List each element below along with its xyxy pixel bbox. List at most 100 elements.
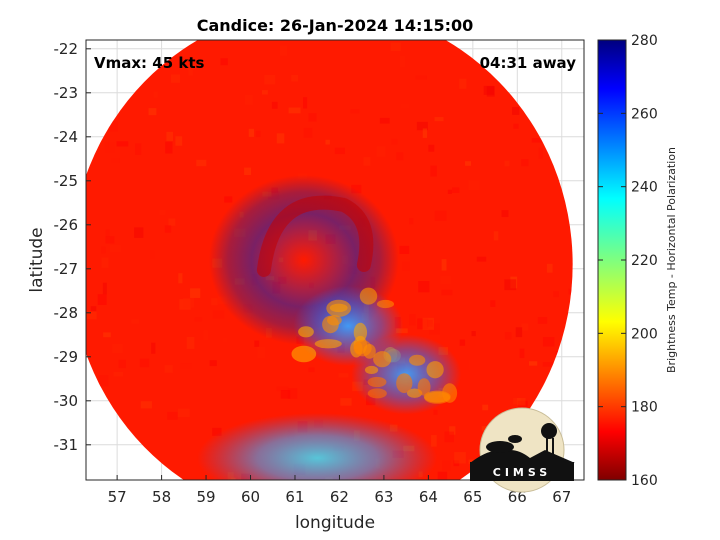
swath-pixel (430, 165, 437, 177)
logo-text: CIMSS (493, 466, 551, 479)
swath-pixel (422, 317, 434, 330)
swath-pixel (476, 256, 487, 262)
colorbar-tick-label: 180 (631, 400, 658, 416)
swath-pixel (390, 42, 401, 52)
swath-pixel (140, 401, 152, 409)
swath-pixel (451, 187, 460, 193)
x-tick-label: 64 (419, 488, 438, 506)
swath-pixel (116, 141, 129, 147)
swath-pixel (396, 152, 404, 161)
swath-pixel (465, 161, 472, 166)
colorbar-tick-label: 220 (631, 253, 658, 269)
time-away-label: 04:31 away (480, 54, 577, 72)
swath-pixel (400, 103, 410, 109)
x-tick-label: 61 (285, 488, 304, 506)
y-tick-label: -27 (54, 260, 79, 278)
swath-pixel (409, 314, 416, 326)
swath-pixel (391, 138, 398, 145)
swath-pixel (244, 167, 252, 176)
swath-pixel (416, 241, 424, 248)
swath-pixel (139, 358, 150, 368)
convective-cell (409, 354, 426, 366)
swath-pixel (434, 117, 444, 122)
swath-heatmap (86, 40, 573, 480)
swath-pixel (271, 101, 278, 109)
swath-pixel (402, 261, 410, 271)
convective-cell (396, 373, 413, 393)
swath-pixel (537, 317, 548, 324)
swath-pixel (538, 147, 543, 159)
swath-pixel (224, 196, 233, 203)
convective-cell (326, 299, 352, 317)
x-tick-label: 57 (108, 488, 127, 506)
colorbar: 160 180 200 220 240 260 280 Brightness Temp - … (597, 33, 678, 489)
swath-pixel (168, 218, 176, 226)
swath-pixel (211, 298, 218, 306)
swath-pixel (244, 94, 253, 105)
spiral-band (256, 195, 374, 277)
swath-pixel (178, 273, 183, 284)
x-tick-label: 59 (197, 488, 216, 506)
swath-pixel (441, 289, 453, 296)
x-tick-label: 66 (508, 488, 527, 506)
colorbar-tick-label: 280 (631, 33, 658, 49)
swath-pixel (521, 159, 529, 167)
swath-pixel (101, 257, 109, 268)
colorbar-label: Brightness Temp - Horizontal Polarizatio… (665, 147, 678, 373)
swath-pixel (97, 294, 107, 305)
convective-cell (291, 345, 317, 363)
swath-pixel (90, 306, 97, 312)
swath-pixel (453, 460, 460, 467)
swath-pixel (279, 45, 288, 56)
swath-pixel (288, 107, 301, 114)
swath-pixel (291, 74, 299, 82)
swath-pixel (434, 210, 447, 221)
swath-pixel (468, 459, 475, 464)
swath-pixel (131, 319, 140, 324)
convective-cell (367, 376, 387, 388)
swath-pixel (212, 310, 225, 319)
swath-pixel (167, 411, 178, 420)
convective-cell (363, 343, 376, 359)
y-tick-label: -25 (54, 172, 79, 190)
swath-pixel (513, 397, 521, 405)
swath-pixel (86, 311, 97, 320)
swath-pixel (334, 147, 346, 155)
swath-pixel (220, 58, 228, 66)
swath-pixel (415, 75, 427, 80)
swath-pixel (308, 113, 317, 122)
swath-pixel (103, 332, 111, 338)
swath-pixel (486, 86, 495, 97)
swath-pixel (519, 348, 525, 359)
swath-pixel (164, 365, 173, 373)
convective-cell (298, 326, 314, 338)
convective-cell (442, 383, 458, 403)
y-tick-label: -29 (54, 348, 79, 366)
swath-pixel (444, 431, 455, 443)
swath-pixel (428, 144, 435, 152)
x-tick-label: 60 (241, 488, 260, 506)
swath-pixel (196, 159, 207, 167)
convective-cell (373, 351, 392, 368)
swath-pixel (118, 359, 127, 369)
convective-cell (417, 378, 431, 396)
swath-pixel (248, 128, 254, 137)
x-tick-label: 67 (552, 488, 571, 506)
convective-cell (376, 299, 395, 309)
x-tick-label: 58 (152, 488, 171, 506)
colorbar-tick-label: 240 (631, 180, 658, 196)
swath-pixel (102, 282, 107, 295)
swath-pixel (504, 332, 512, 340)
swath-pixel (568, 288, 573, 295)
x-tick-label: 65 (463, 488, 482, 506)
convective-cell (359, 287, 378, 305)
swath-pixel (399, 55, 406, 68)
swath-pixel (164, 225, 172, 233)
x-axis: 57 58 59 60 61 62 63 64 65 66 67 (108, 475, 571, 506)
swath-pixel (351, 184, 362, 194)
swath-pixel (113, 371, 124, 377)
convective-cell (364, 365, 379, 375)
swath-pixel (482, 404, 489, 411)
swath-pixel (302, 97, 308, 109)
convective-cell (314, 339, 342, 349)
